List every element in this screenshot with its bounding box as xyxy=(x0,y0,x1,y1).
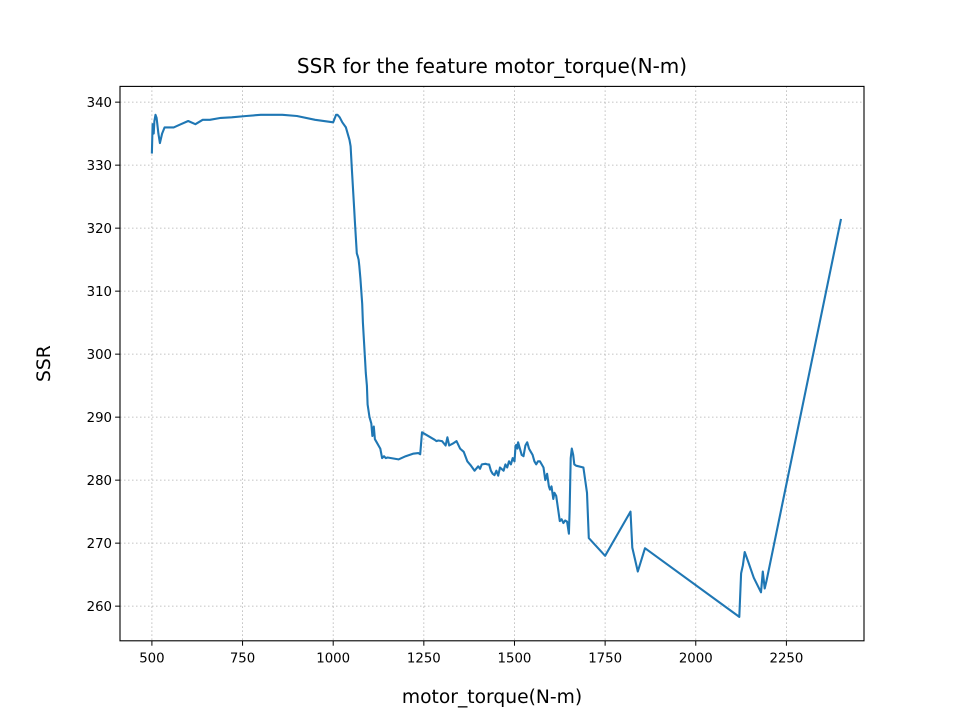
x-tick-label: 1500 xyxy=(498,651,532,666)
plot-frame xyxy=(119,85,865,642)
x-axis: 500 750 1000 1250 1500 1750 2000 2250 xyxy=(139,640,803,666)
x-tick-label: 1750 xyxy=(588,651,622,666)
y-axis: 260 270 280 290 300 310 320 330 340 xyxy=(87,96,120,615)
y-tick-label: 280 xyxy=(87,474,112,489)
x-tick-label: 750 xyxy=(230,651,255,666)
series-line xyxy=(150,113,843,618)
x-tick-label: 1000 xyxy=(316,651,350,666)
x-tick-label: 1250 xyxy=(407,651,441,666)
x-tick-label: 500 xyxy=(139,651,164,666)
series-layer xyxy=(150,113,843,618)
x-axis-title: motor_torque(N-m) xyxy=(402,687,582,708)
y-tick-label: 260 xyxy=(87,600,112,615)
chart-title: SSR for the feature motor_torque(N-m) xyxy=(297,54,687,78)
x-tick-label: 2000 xyxy=(679,651,713,666)
y-tick-label: 310 xyxy=(87,285,112,300)
y-axis-title: SSR xyxy=(34,345,55,382)
y-tick-label: 300 xyxy=(87,348,112,363)
y-tick-label: 320 xyxy=(87,222,112,237)
y-tick-label: 340 xyxy=(87,96,112,111)
y-tick-label: 270 xyxy=(87,537,112,552)
grid xyxy=(120,86,864,641)
y-tick-label: 330 xyxy=(87,159,112,174)
y-tick-label: 290 xyxy=(87,411,112,426)
x-tick-label: 2250 xyxy=(769,651,803,666)
